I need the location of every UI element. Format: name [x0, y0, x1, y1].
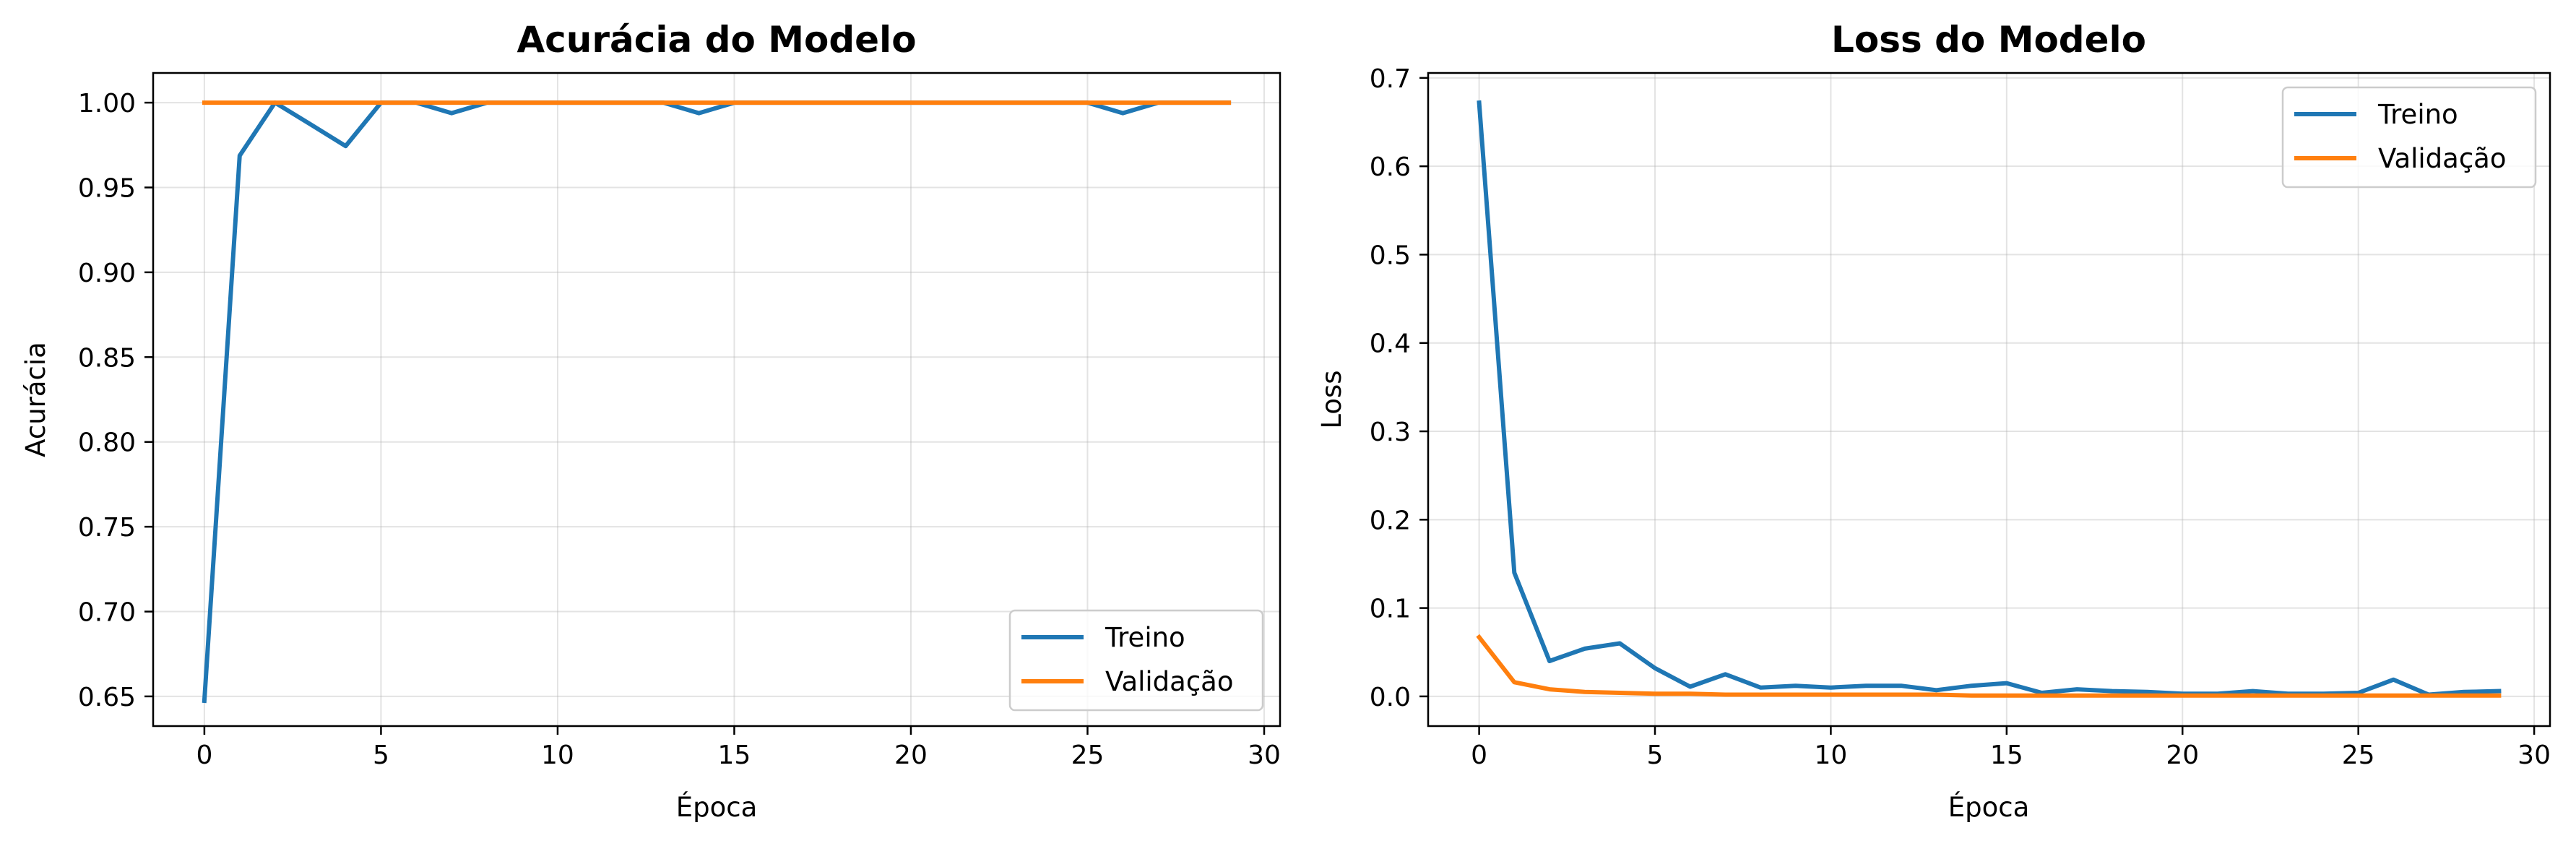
accuracy-x-tick-label: 25: [1071, 741, 1105, 770]
loss-legend-validacao-label: Validação: [2378, 143, 2506, 174]
accuracy-series: [202, 100, 1232, 704]
loss-x-tick-label: 30: [2517, 741, 2551, 770]
accuracy-y-axis-label: Acurácia: [20, 342, 51, 457]
loss-grid: [1428, 73, 2550, 726]
loss-x-axis-label: Época: [1948, 791, 2030, 823]
accuracy-x-ticks: 0 5 10 15 20 25 30: [196, 726, 1281, 770]
loss-x-ticks: 0 5 10 15 20 25 30: [1471, 726, 2551, 770]
loss-x-tick-label: 5: [1647, 741, 1664, 770]
accuracy-y-tick-label: 0.85: [78, 343, 136, 373]
accuracy-y-tick-label: 0.65: [78, 683, 136, 712]
loss-axes-frame: [1427, 72, 2551, 728]
accuracy-axes-frame: [152, 72, 1281, 728]
accuracy-y-tick-label: 1.00: [78, 89, 136, 118]
loss-y-axis-label: Loss: [1316, 370, 1347, 428]
accuracy-legend-treino-label: Treino: [1105, 622, 1185, 653]
loss-y-tick-label: 0.4: [1370, 329, 1411, 359]
accuracy-chart-title: Acurácia do Modelo: [517, 19, 916, 61]
accuracy-y-tick-label: 0.70: [78, 598, 136, 628]
loss-x-tick-label: 10: [1815, 741, 1848, 770]
loss-series-validacao-line: [1476, 634, 2502, 698]
accuracy-y-ticks: 0.65 0.70 0.75 0.80 0.85 0.90 0.95 1.00: [78, 89, 153, 712]
accuracy-chart: Acurácia do Modelo 0 5 10 15 20 25 30 0.65 0.70…: [20, 19, 1281, 823]
loss-y-tick-label: 0.3: [1370, 418, 1411, 447]
accuracy-x-tick-label: 10: [541, 741, 574, 770]
accuracy-x-tick-label: 20: [894, 741, 928, 770]
loss-x-tick-label: 15: [1990, 741, 2023, 770]
loss-y-tick-label: 0.2: [1370, 506, 1411, 535]
loss-chart: Loss do Modelo 0 5 10 15 20 25 30 0.0 0.1 0.2 0.3…: [1316, 19, 2551, 823]
accuracy-y-tick-label: 0.80: [78, 428, 136, 458]
accuracy-y-tick-label: 0.90: [78, 259, 136, 288]
loss-legend: Treino Validação: [2281, 86, 2537, 189]
accuracy-x-tick-label: 0: [196, 741, 212, 770]
loss-legend-treino-label: Treino: [2377, 99, 2458, 130]
loss-series: [1476, 100, 2502, 698]
accuracy-x-tick-label: 30: [1248, 741, 1281, 770]
loss-y-tick-label: 0.1: [1370, 595, 1411, 624]
accuracy-x-tick-label: 5: [373, 741, 389, 770]
loss-chart-title: Loss do Modelo: [1831, 19, 2146, 61]
loss-y-tick-label: 0.6: [1370, 152, 1411, 182]
loss-x-tick-label: 25: [2342, 741, 2375, 770]
loss-y-ticks: 0.0 0.1 0.2 0.3 0.4 0.5 0.6 0.7: [1370, 64, 1428, 712]
accuracy-y-tick-label: 0.95: [78, 173, 136, 203]
loss-y-tick-label: 0.5: [1370, 241, 1411, 270]
loss-y-tick-label: 0.0: [1370, 683, 1411, 712]
accuracy-y-tick-label: 0.75: [78, 513, 136, 543]
accuracy-x-axis-label: Época: [676, 791, 758, 823]
loss-x-tick-label: 20: [2166, 741, 2199, 770]
accuracy-legend: Treino Validação: [1008, 609, 1264, 712]
loss-x-tick-label: 0: [1471, 741, 1487, 770]
accuracy-x-tick-label: 15: [718, 741, 751, 770]
accuracy-legend-validacao-label: Validação: [1105, 666, 1233, 697]
loss-y-tick-label: 0.7: [1370, 64, 1411, 94]
